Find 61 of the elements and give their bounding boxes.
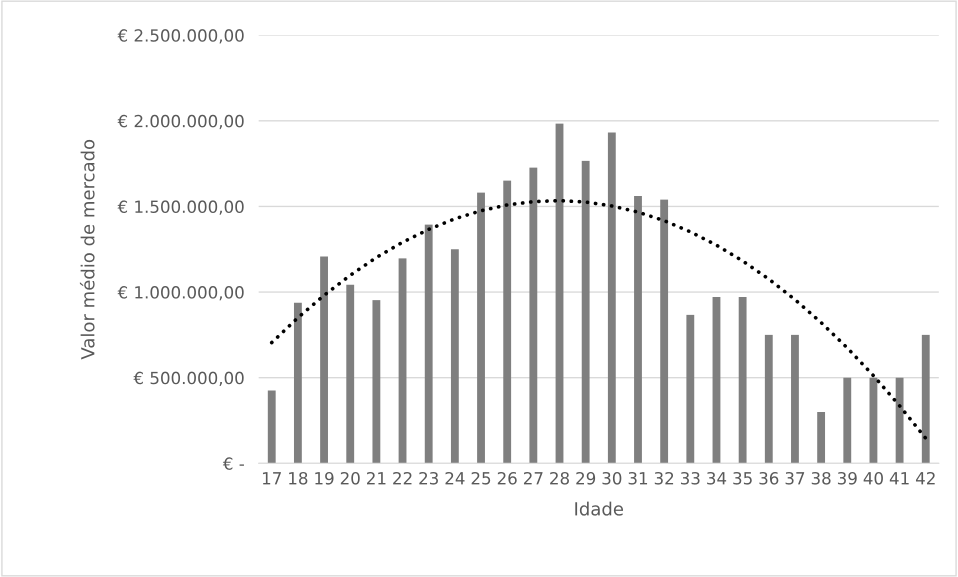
bar xyxy=(424,224,433,464)
bar xyxy=(870,378,878,464)
bar xyxy=(896,378,904,464)
y-axis-title: Valor médio de mercado xyxy=(80,140,95,360)
bar xyxy=(529,168,538,464)
x-tick-label: 19 xyxy=(315,472,334,485)
x-tick-label: 30 xyxy=(602,472,622,485)
bar xyxy=(608,132,616,464)
bar xyxy=(634,196,642,464)
bar xyxy=(686,314,694,464)
x-tick-label: 36 xyxy=(759,472,778,485)
x-tick-label: 27 xyxy=(524,472,543,484)
x-tick-label: 26 xyxy=(498,472,517,485)
bar xyxy=(268,390,276,464)
x-tick-label: 17 xyxy=(262,472,281,484)
bar xyxy=(503,180,512,464)
bar xyxy=(320,256,328,464)
bar xyxy=(556,124,564,464)
x-tick-label: 38 xyxy=(812,472,831,485)
x-tick-label: 18 xyxy=(289,472,308,485)
y-tick-label: € 1.000.000,00 xyxy=(118,286,244,300)
bar xyxy=(294,302,302,464)
y-tick-label: € 2.500.000,00 xyxy=(118,29,244,44)
y-tick-label: € - xyxy=(222,457,244,470)
bar xyxy=(843,378,852,464)
x-tick-label: 32 xyxy=(654,472,674,485)
x-tick-label: 21 xyxy=(367,472,386,484)
bar xyxy=(738,297,747,464)
x-tick-label: 28 xyxy=(550,472,569,485)
x-tick-label: 29 xyxy=(576,472,596,485)
x-tick-label: 35 xyxy=(733,472,752,485)
x-tick-label: 34 xyxy=(707,472,726,485)
bar xyxy=(372,300,380,464)
x-axis-title: Idade xyxy=(575,502,623,516)
bar xyxy=(477,192,485,464)
bar xyxy=(922,334,930,464)
bar xyxy=(582,160,590,464)
bar xyxy=(660,200,668,464)
bar xyxy=(712,297,720,464)
y-tick-label: € 1.500.000,00 xyxy=(118,200,244,215)
x-tick-label: 31 xyxy=(628,472,648,485)
y-tick-label: € 2.000.000,00 xyxy=(118,114,244,130)
x-tick-label: 37 xyxy=(786,472,804,485)
bar xyxy=(398,258,406,464)
line-series xyxy=(270,198,928,440)
x-tick-label: 22 xyxy=(393,472,412,484)
bar xyxy=(791,334,799,464)
x-tick-label: 23 xyxy=(419,472,438,485)
bar xyxy=(817,412,826,464)
x-tick-label: 42 xyxy=(916,472,935,484)
x-tick-label: 25 xyxy=(472,472,490,485)
bar xyxy=(450,249,459,464)
y-tick-label: € 500.000,00 xyxy=(133,372,244,386)
bar xyxy=(346,284,354,464)
x-tick-label: 41 xyxy=(890,472,909,484)
x-tick-label: 20 xyxy=(340,472,360,485)
bar xyxy=(764,334,773,464)
x-tick-label: 24 xyxy=(445,472,465,484)
x-tick-label: 33 xyxy=(680,472,700,485)
x-tick-label: 40 xyxy=(864,472,883,485)
x-tick-label: 39 xyxy=(838,472,857,485)
